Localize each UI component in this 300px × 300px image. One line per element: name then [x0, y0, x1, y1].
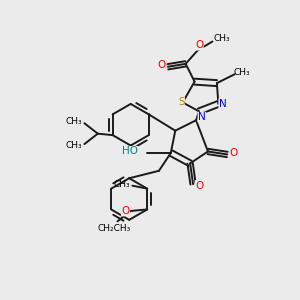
- Text: O: O: [196, 181, 204, 191]
- Text: O: O: [230, 148, 238, 158]
- Text: O: O: [122, 206, 130, 216]
- Text: CH₃: CH₃: [114, 180, 130, 189]
- Text: CH₃: CH₃: [234, 68, 250, 77]
- Text: N: N: [198, 112, 206, 122]
- Text: N: N: [219, 99, 227, 109]
- Text: CH₂CH₃: CH₂CH₃: [98, 224, 131, 233]
- Text: CH₃: CH₃: [66, 141, 82, 150]
- Text: O: O: [157, 60, 165, 70]
- Text: CH₃: CH₃: [66, 117, 82, 126]
- Text: S: S: [178, 98, 184, 107]
- Text: CH₃: CH₃: [213, 34, 230, 43]
- Text: O: O: [195, 40, 203, 50]
- Text: HO: HO: [122, 146, 138, 157]
